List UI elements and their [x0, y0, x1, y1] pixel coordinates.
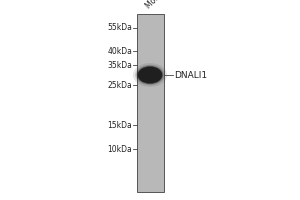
Ellipse shape [138, 66, 162, 84]
Text: 55kDa: 55kDa [107, 23, 132, 32]
Text: 10kDa: 10kDa [107, 144, 132, 154]
Bar [136, 14, 164, 192]
Ellipse shape [135, 65, 165, 85]
Text: 25kDa: 25kDa [107, 81, 132, 90]
Text: DNALI1: DNALI1 [174, 71, 207, 79]
Text: Mouse testis: Mouse testis [144, 0, 184, 10]
Ellipse shape [133, 63, 167, 87]
Text: 15kDa: 15kDa [107, 120, 132, 130]
Ellipse shape [137, 66, 163, 84]
Text: 35kDa: 35kDa [107, 60, 132, 70]
Text: 40kDa: 40kDa [107, 46, 132, 55]
